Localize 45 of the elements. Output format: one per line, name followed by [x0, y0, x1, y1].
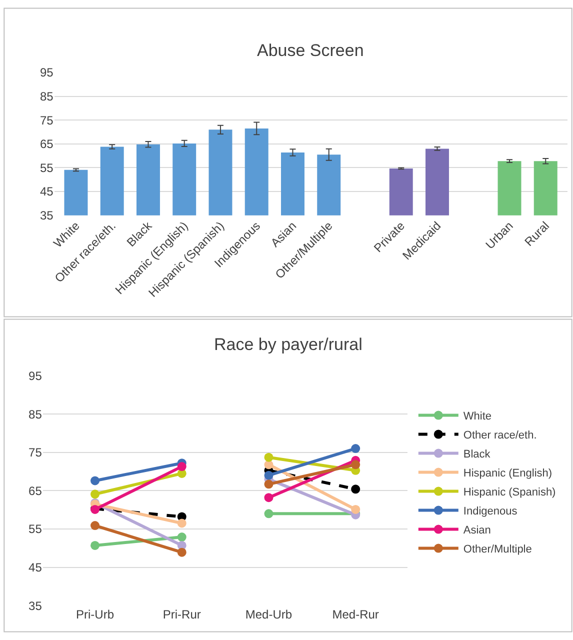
y-tick-label: 75 — [28, 446, 42, 460]
point — [351, 460, 360, 470]
y-tick-label: 45 — [40, 184, 54, 199]
legend-label: Hispanic (Spanish) — [463, 486, 556, 499]
legend-label: Indigenous — [463, 506, 518, 518]
x-tick-label: Pri-Rur — [162, 608, 201, 622]
y-tick-label: 55 — [40, 160, 54, 175]
x-tick-label: Pri-Urb — [76, 608, 114, 622]
chart-title: Race by payer/rural — [214, 335, 362, 354]
y-tick-label: 95 — [28, 368, 42, 383]
chart-title: Abuse Screen — [257, 41, 364, 60]
point — [90, 540, 100, 550]
legend-label: Other/Multiple — [463, 544, 532, 556]
point — [264, 452, 274, 462]
legend-label: Black — [463, 448, 491, 461]
point — [177, 532, 186, 542]
y-tick-label: 55 — [28, 522, 42, 536]
y-tick-label: 45 — [28, 560, 42, 575]
legend-label: White — [463, 410, 492, 423]
point — [264, 480, 274, 489]
legend-label: Asian — [463, 524, 491, 537]
point — [177, 462, 186, 472]
x-tick-label: Med-Urb — [245, 608, 292, 622]
point — [90, 476, 100, 486]
legend-label: Hispanic (English) — [463, 468, 552, 480]
point — [351, 484, 360, 494]
point — [264, 509, 274, 518]
point — [177, 548, 186, 557]
y-tick-label: 35 — [40, 208, 54, 223]
y-tick-label: 85 — [40, 90, 54, 104]
point — [351, 504, 360, 514]
point — [90, 521, 100, 530]
y-tick-label: 85 — [28, 407, 42, 422]
point — [264, 470, 274, 480]
y-tick-label: 35 — [28, 598, 42, 613]
point — [177, 518, 186, 528]
x-tick-label: Med-Rur — [332, 608, 379, 622]
y-tick-label: 95 — [40, 66, 54, 80]
point — [264, 493, 274, 502]
y-tick-label: 65 — [28, 484, 42, 498]
point — [90, 490, 100, 499]
legend-label: Other race/eth. — [463, 430, 537, 442]
y-tick-label: 75 — [40, 113, 54, 128]
point — [351, 444, 360, 454]
y-tick-label: 65 — [40, 137, 54, 152]
